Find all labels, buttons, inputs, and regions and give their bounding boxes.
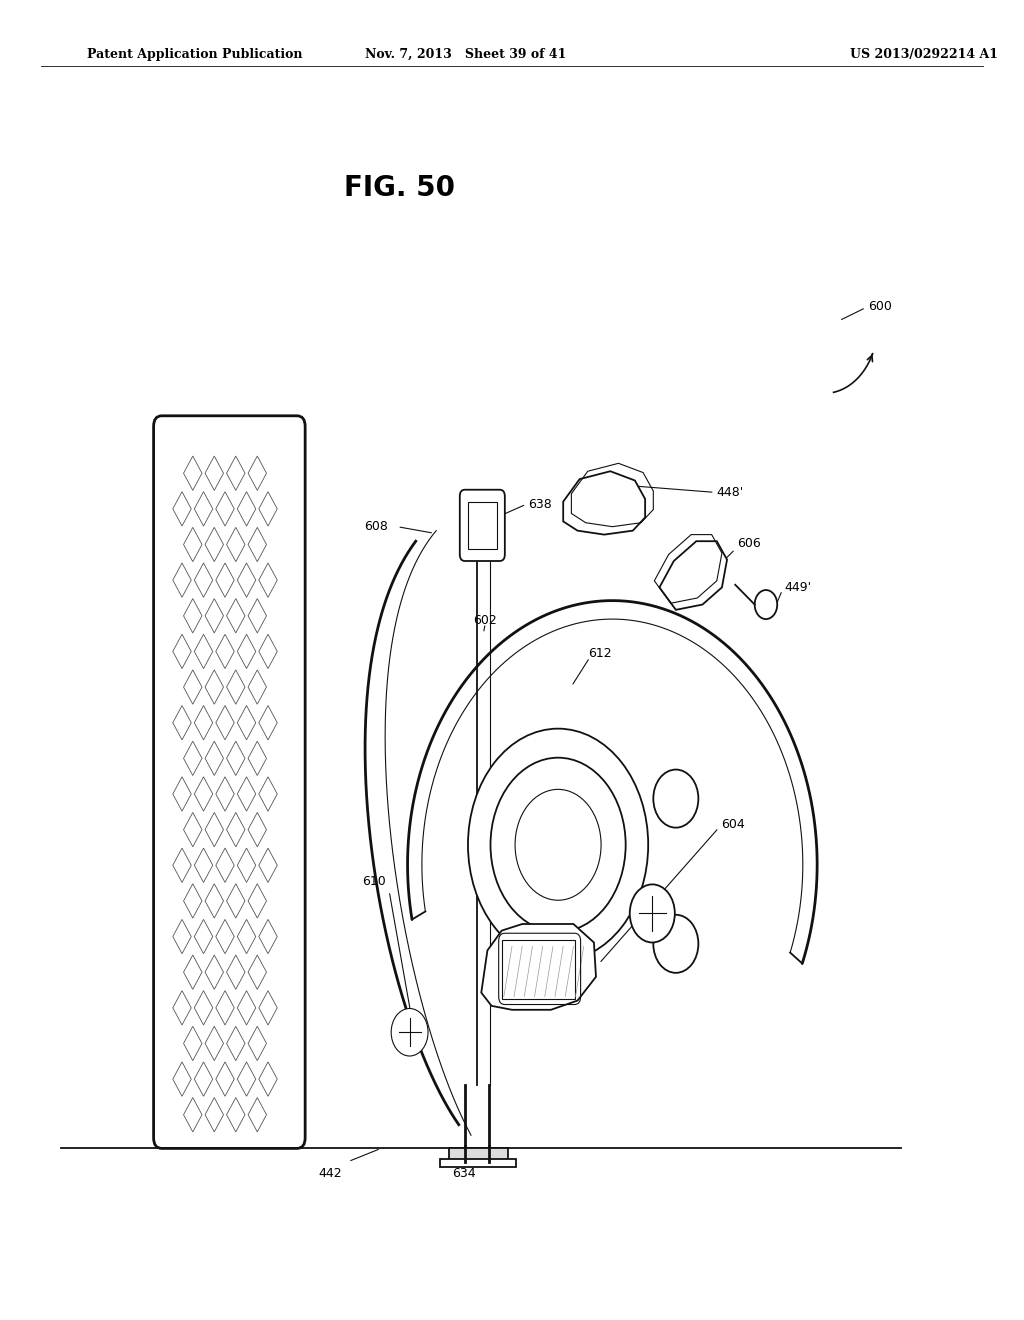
Text: Patent Application Publication: Patent Application Publication: [87, 48, 302, 61]
Text: 612: 612: [588, 647, 611, 660]
Circle shape: [653, 770, 698, 828]
Circle shape: [490, 758, 626, 932]
Text: US 2013/0292214 A1: US 2013/0292214 A1: [850, 48, 998, 61]
Text: 610: 610: [362, 875, 386, 888]
Circle shape: [755, 590, 777, 619]
Text: 600: 600: [868, 300, 892, 313]
Text: 442: 442: [317, 1167, 342, 1180]
Bar: [440, 1159, 516, 1167]
Circle shape: [515, 789, 601, 900]
Bar: [468, 502, 497, 549]
Bar: [449, 1148, 508, 1162]
Text: 604: 604: [721, 818, 744, 832]
Circle shape: [653, 915, 698, 973]
FancyBboxPatch shape: [460, 490, 505, 561]
Polygon shape: [481, 924, 596, 1010]
Text: 638: 638: [528, 498, 552, 511]
Text: 634: 634: [452, 1167, 476, 1180]
Circle shape: [468, 729, 648, 961]
Polygon shape: [659, 541, 727, 610]
Text: Nov. 7, 2013   Sheet 39 of 41: Nov. 7, 2013 Sheet 39 of 41: [366, 48, 566, 61]
Text: 602: 602: [473, 614, 497, 627]
Bar: [502, 940, 575, 999]
Polygon shape: [563, 471, 645, 535]
Text: 606: 606: [737, 537, 761, 550]
FancyBboxPatch shape: [154, 416, 305, 1148]
Text: FIG. 50: FIG. 50: [344, 174, 455, 202]
Text: 608: 608: [365, 520, 388, 533]
Text: 449': 449': [784, 581, 811, 594]
Circle shape: [391, 1008, 428, 1056]
Circle shape: [630, 884, 675, 942]
Text: 448': 448': [717, 486, 744, 499]
